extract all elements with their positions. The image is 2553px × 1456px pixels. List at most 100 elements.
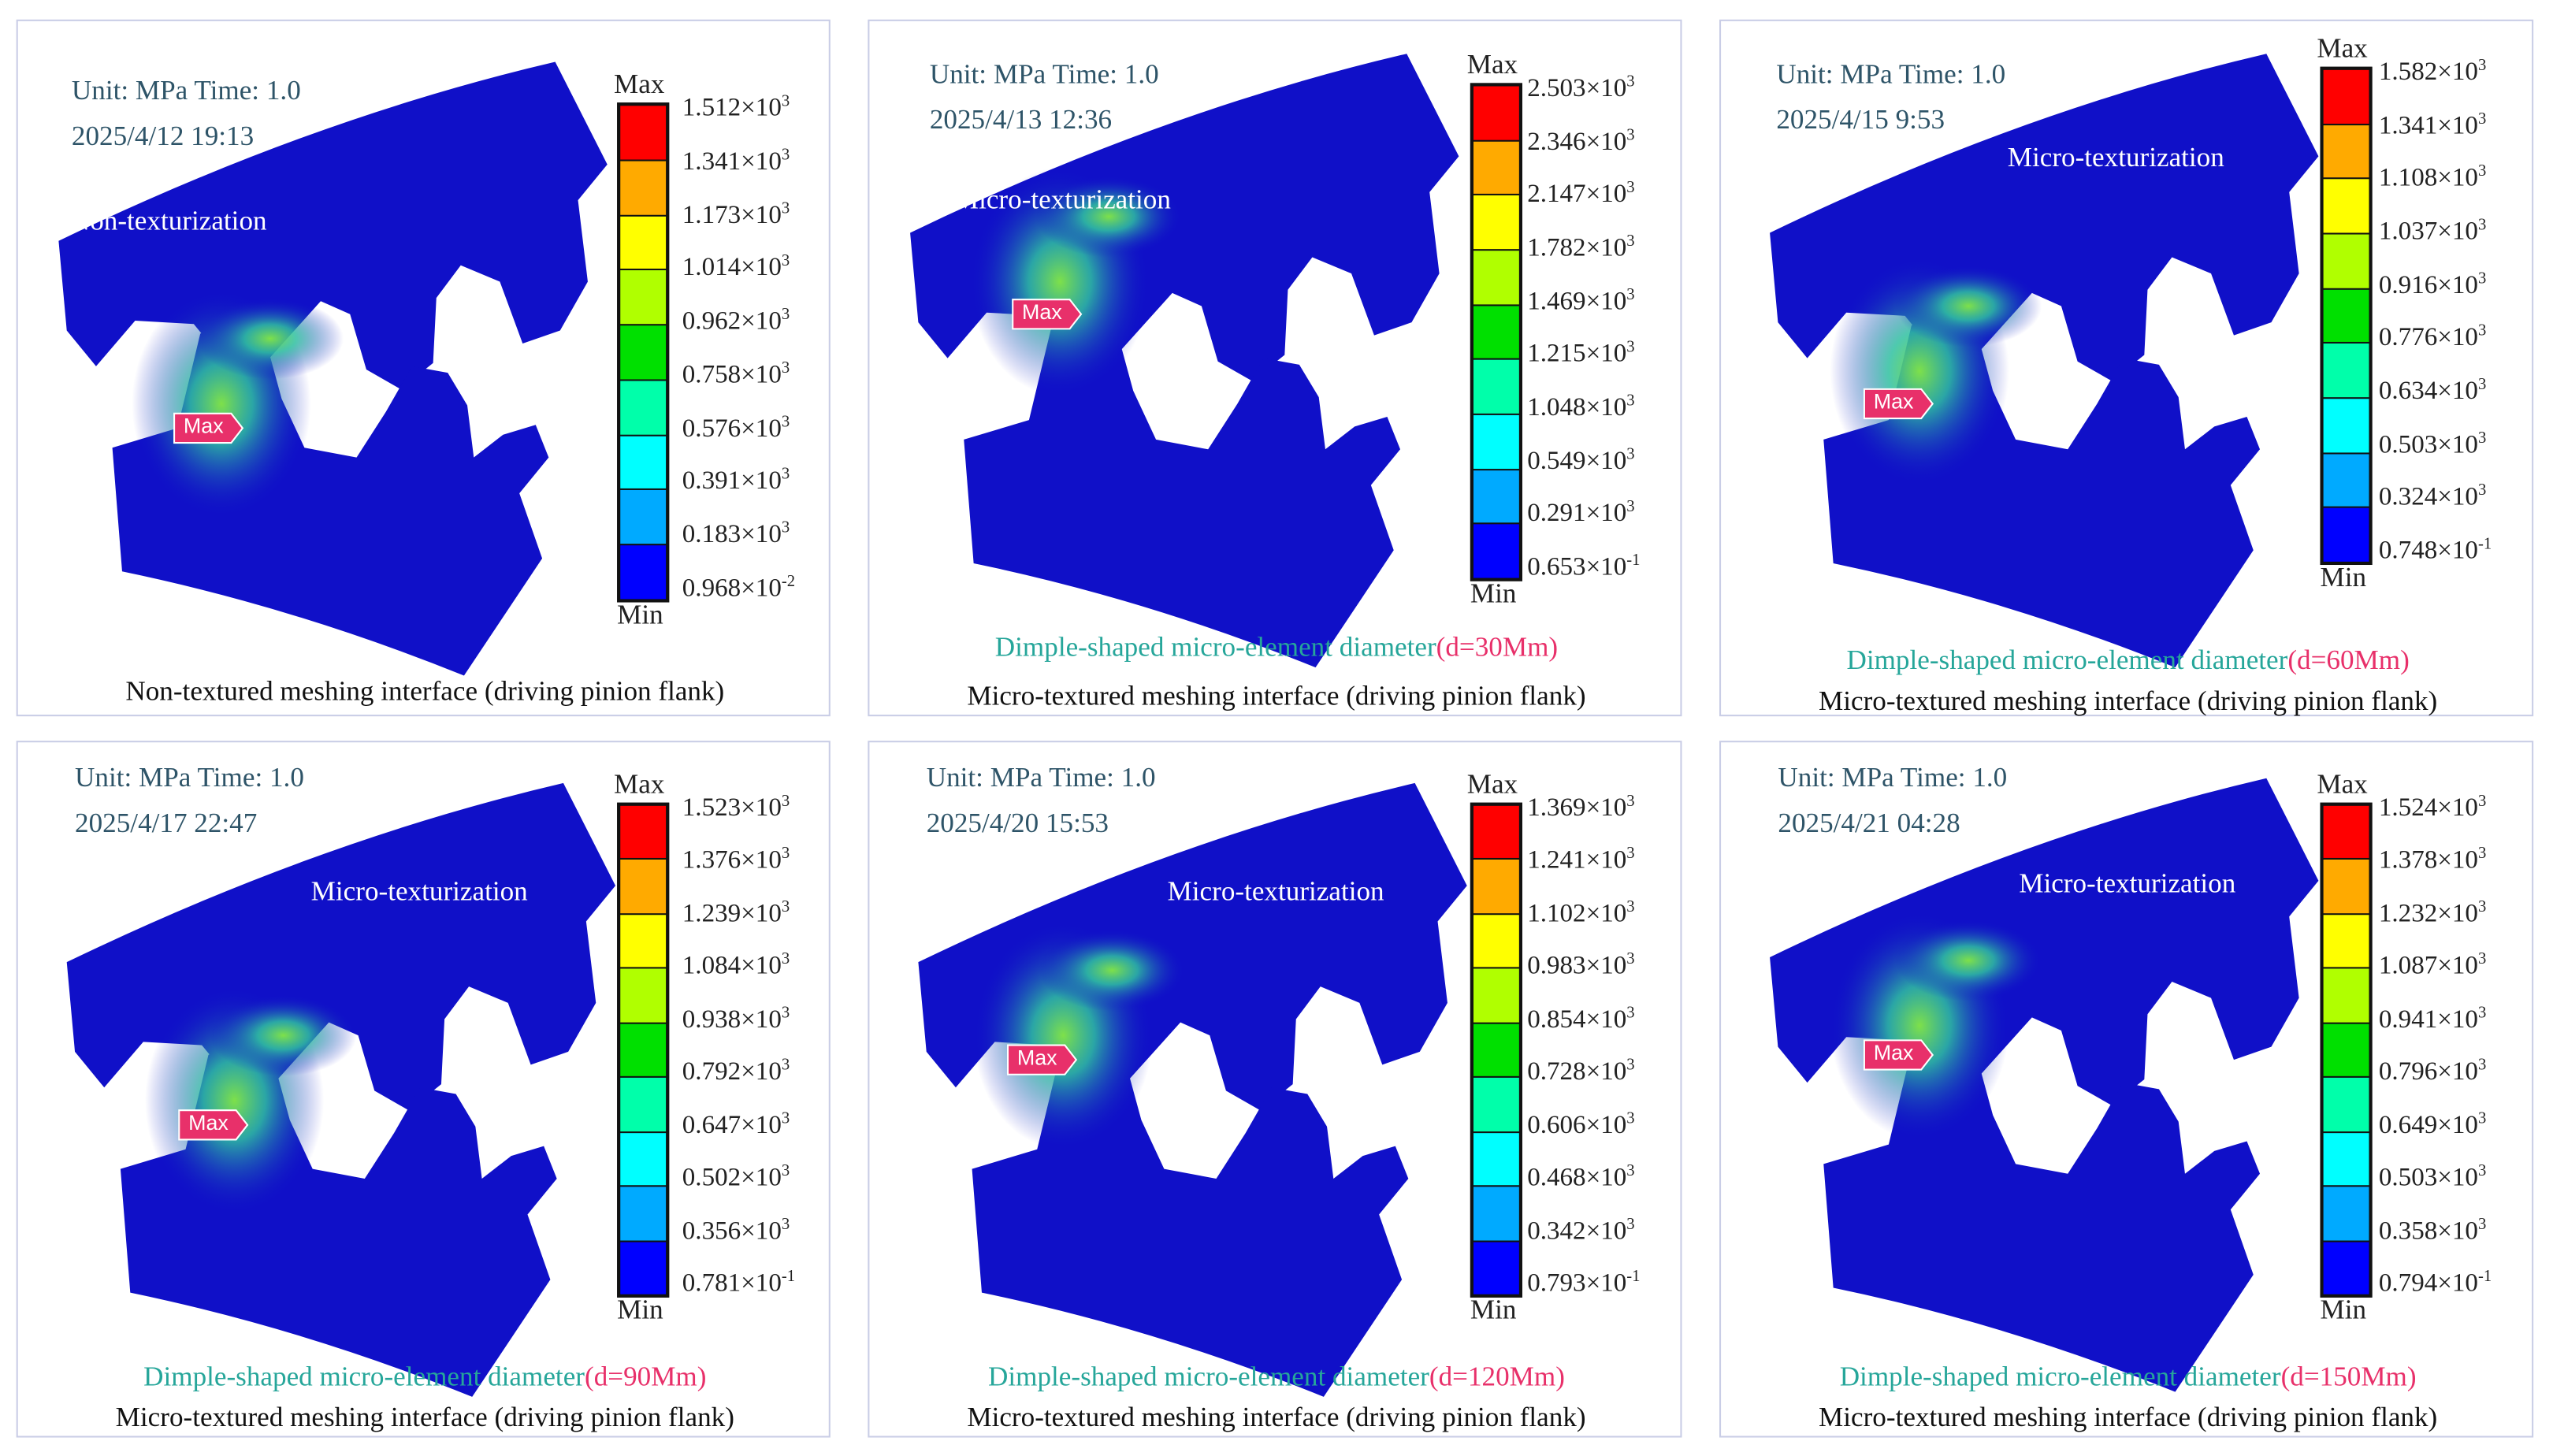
panel-caption: Micro-textured meshing interface (drivin… bbox=[115, 1402, 734, 1433]
legend-band bbox=[1473, 915, 1519, 968]
marker-arrow-icon bbox=[1007, 1044, 1078, 1075]
driving-pinion bbox=[964, 306, 1401, 668]
legend-band bbox=[1473, 305, 1519, 359]
legend-band bbox=[2323, 234, 2369, 288]
legend-max-label: Max bbox=[613, 768, 665, 800]
unit-time-label: Unit: MPa Time: 1.0 bbox=[71, 75, 301, 106]
legend-value: 0.776×103 bbox=[2378, 322, 2487, 352]
stress-hotspot bbox=[197, 298, 344, 380]
legend-value: 0.391×103 bbox=[682, 466, 790, 496]
legend-value: 0.792×103 bbox=[682, 1057, 790, 1086]
legend-band bbox=[2323, 399, 2369, 452]
legend-band bbox=[2323, 124, 2369, 178]
legend-max-label: Max bbox=[1466, 48, 1518, 80]
legend-band bbox=[1473, 141, 1519, 195]
legend-band bbox=[620, 270, 667, 325]
timestamp: 2025/4/17 22:47 bbox=[75, 807, 258, 839]
legend-value: 1.369×103 bbox=[1527, 793, 1635, 823]
legend-value: 0.793×10-1 bbox=[1527, 1268, 1641, 1298]
timestamp: 2025/4/15 9:53 bbox=[1776, 104, 1945, 136]
legend-band bbox=[1473, 1078, 1519, 1131]
unit-time-label: Unit: MPa Time: 1.0 bbox=[1778, 762, 2008, 793]
legend-band bbox=[1473, 470, 1519, 524]
legend-value: 1.524×103 bbox=[2378, 793, 2487, 823]
legend-band bbox=[1473, 251, 1519, 304]
timestamp: 2025/4/20 15:53 bbox=[926, 807, 1109, 839]
max-stress-marker: Max bbox=[1011, 298, 1083, 330]
legend-value: 1.241×103 bbox=[1527, 845, 1635, 875]
color-legend-bar bbox=[2320, 66, 2373, 566]
legend-band bbox=[1473, 805, 1519, 859]
legend-band bbox=[2323, 969, 2369, 1023]
legend-band bbox=[620, 969, 667, 1023]
legend-band bbox=[2323, 1241, 2369, 1294]
legend-value: 0.962×103 bbox=[682, 306, 790, 336]
legend-band bbox=[1473, 195, 1519, 250]
color-legend-bar bbox=[1470, 802, 1522, 1298]
legend-band bbox=[2323, 860, 2369, 913]
texturization-label: Micro-texturization bbox=[1167, 875, 1384, 907]
max-stress-marker: Max bbox=[173, 412, 244, 444]
legend-value: 0.358×103 bbox=[2378, 1215, 2487, 1245]
stress-hotspot bbox=[1035, 176, 1183, 258]
legend-value: 0.576×103 bbox=[682, 413, 790, 443]
legend-value: 0.503×103 bbox=[2378, 429, 2487, 459]
max-stress-marker: Max bbox=[1863, 1038, 1934, 1071]
legend-value: 0.938×103 bbox=[682, 1004, 790, 1034]
legend-band bbox=[2323, 453, 2369, 507]
stress-hotspot bbox=[1895, 919, 2042, 1001]
dimple-diameter-label: Dimple-shaped micro-element diameter(d=1… bbox=[1839, 1361, 2417, 1392]
legend-band bbox=[2323, 1023, 2369, 1077]
legend-max-label: Max bbox=[2317, 32, 2368, 64]
legend-value: 1.239×103 bbox=[682, 898, 790, 928]
legend-value: 0.916×103 bbox=[2378, 269, 2487, 299]
stress-panel: Unit: MPa Time: 1.0 2025/4/21 04:28 Micro-… bbox=[1719, 741, 2534, 1438]
legend-band bbox=[1473, 969, 1519, 1023]
legend-value: 0.968×10-2 bbox=[682, 573, 796, 603]
texturization-label: Non-texturization bbox=[69, 205, 267, 236]
legend-min-label: Min bbox=[2320, 561, 2367, 593]
color-legend-bar bbox=[2320, 802, 2373, 1298]
max-marker-label: Max bbox=[1022, 299, 1062, 325]
unit-time-label: Unit: MPa Time: 1.0 bbox=[929, 58, 1159, 90]
stress-panel: Unit: MPa Time: 1.0 2025/4/13 12:36 Micro-… bbox=[868, 19, 1682, 717]
legend-value: 0.356×103 bbox=[682, 1215, 790, 1245]
dimple-diameter-label: Dimple-shaped micro-element diameter(d=6… bbox=[1846, 644, 2410, 676]
stress-hotspot bbox=[1039, 929, 1186, 1012]
legend-band bbox=[1473, 1132, 1519, 1186]
max-stress-marker: Max bbox=[1863, 388, 1934, 420]
max-marker-label: Max bbox=[183, 413, 224, 438]
legend-min-label: Min bbox=[617, 1294, 663, 1325]
legend-band bbox=[2323, 915, 2369, 968]
stress-hotspot bbox=[210, 994, 357, 1076]
timestamp: 2025/4/12 19:13 bbox=[71, 120, 255, 152]
legend-value: 0.342×103 bbox=[1527, 1215, 1635, 1245]
max-marker-label: Max bbox=[1873, 1040, 1914, 1065]
panel-caption: Micro-textured meshing interface (drivin… bbox=[967, 680, 1586, 711]
legend-value: 0.549×103 bbox=[1527, 445, 1635, 475]
legend-value: 1.102×103 bbox=[1527, 898, 1635, 928]
color-legend-bar bbox=[617, 802, 670, 1298]
legend-band bbox=[1473, 360, 1519, 414]
marker-arrow-icon bbox=[1863, 1039, 1934, 1071]
color-legend-bar bbox=[1470, 83, 1522, 581]
max-marker-label: Max bbox=[1016, 1045, 1057, 1070]
legend-value: 1.376×103 bbox=[682, 845, 790, 875]
timestamp: 2025/4/21 04:28 bbox=[1778, 807, 1960, 839]
unit-time-label: Unit: MPa Time: 1.0 bbox=[926, 762, 1156, 793]
legend-value: 1.215×103 bbox=[1527, 339, 1635, 369]
legend-value: 0.748×10-1 bbox=[2378, 535, 2492, 566]
legend-max-label: Max bbox=[1466, 768, 1518, 800]
texturization-label: Micro-texturization bbox=[953, 184, 1171, 215]
legend-band bbox=[620, 545, 667, 600]
stress-panel: Unit: MPa Time: 1.0 2025/4/20 15:53 Micro-… bbox=[868, 741, 1682, 1438]
max-stress-marker: Max bbox=[177, 1109, 249, 1141]
legend-min-label: Min bbox=[2320, 1294, 2367, 1325]
legend-band bbox=[2323, 344, 2369, 398]
legend-band bbox=[620, 161, 667, 214]
panel-caption: Micro-textured meshing interface (drivin… bbox=[1819, 685, 2438, 717]
legend-value: 1.014×103 bbox=[682, 252, 790, 283]
legend-value: 1.087×103 bbox=[2378, 951, 2487, 981]
legend-value: 1.108×103 bbox=[2378, 163, 2487, 193]
legend-value: 1.173×103 bbox=[682, 199, 790, 229]
